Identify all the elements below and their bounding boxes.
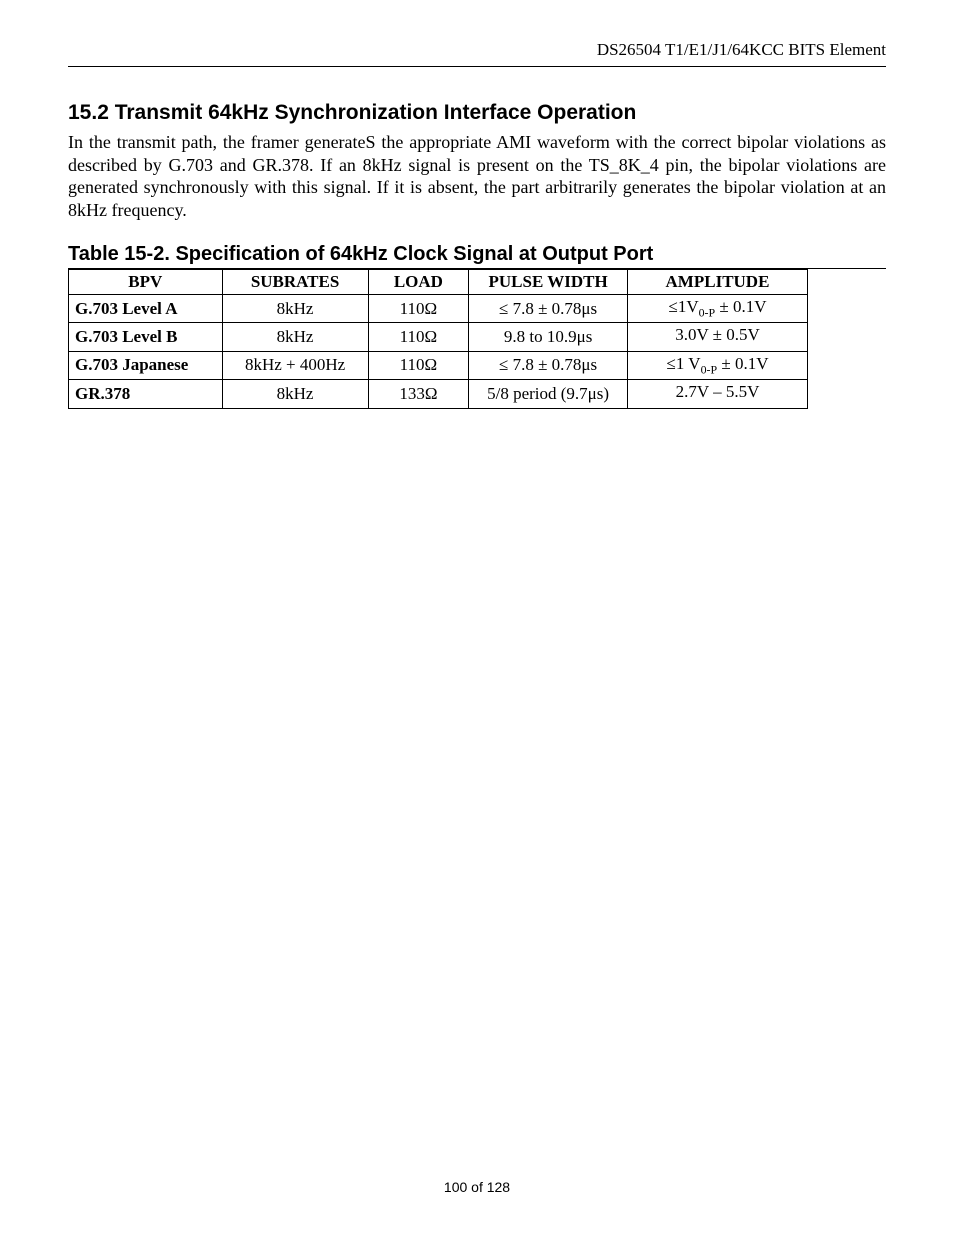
cell-bpv: G.703 Level B: [69, 323, 223, 351]
table-row: G.703 Level B 8kHz 110Ω 9.8 to 10.9μs 3.…: [69, 323, 808, 351]
cell-pulse-width: ≤ 7.8 ± 0.78μs: [469, 351, 628, 379]
cell-load: 133Ω: [368, 380, 469, 408]
col-header-load: LOAD: [368, 270, 469, 295]
section-heading: 15.2 Transmit 64kHz Synchronization Inte…: [68, 101, 886, 125]
section-body: In the transmit path, the framer generat…: [68, 131, 886, 221]
cell-pulse-width: ≤ 7.8 ± 0.78μs: [469, 295, 628, 323]
amplitude-sub: 0-P: [701, 362, 718, 376]
cell-amplitude: ≤1 V0-P ± 0.1V: [627, 351, 807, 379]
cell-load: 110Ω: [368, 323, 469, 351]
amplitude-prefix: 2.7V – 5.5V: [676, 382, 760, 401]
cell-bpv: GR.378: [69, 380, 223, 408]
running-header: DS26504 T1/E1/J1/64KCC BITS Element: [68, 40, 886, 67]
cell-load: 110Ω: [368, 295, 469, 323]
cell-pulse-width: 9.8 to 10.9μs: [469, 323, 628, 351]
page: DS26504 T1/E1/J1/64KCC BITS Element 15.2…: [0, 0, 954, 1235]
table-row: GR.378 8kHz 133Ω 5/8 period (9.7μs) 2.7V…: [69, 380, 808, 408]
col-header-amplitude: AMPLITUDE: [627, 270, 807, 295]
cell-subrates: 8kHz: [222, 295, 368, 323]
amplitude-prefix: ≤1 V: [667, 354, 701, 373]
table-row: G.703 Level A 8kHz 110Ω ≤ 7.8 ± 0.78μs ≤…: [69, 295, 808, 323]
cell-bpv: G.703 Level A: [69, 295, 223, 323]
cell-amplitude: 2.7V – 5.5V: [627, 380, 807, 408]
col-header-pulse-width: PULSE WIDTH: [469, 270, 628, 295]
amplitude-prefix: ≤1V: [668, 297, 698, 316]
cell-load: 110Ω: [368, 351, 469, 379]
cell-amplitude: ≤1V0-P ± 0.1V: [627, 295, 807, 323]
amplitude-sub: 0-P: [699, 305, 716, 319]
amplitude-suffix: ± 0.1V: [715, 297, 766, 316]
page-number: 100 of 128: [0, 1179, 954, 1195]
cell-subrates: 8kHz: [222, 380, 368, 408]
amplitude-suffix: ± 0.1V: [717, 354, 768, 373]
col-header-bpv: BPV: [69, 270, 223, 295]
table-caption: Table 15-2. Specification of 64kHz Clock…: [68, 243, 886, 269]
cell-subrates: 8kHz: [222, 323, 368, 351]
table-body: G.703 Level A 8kHz 110Ω ≤ 7.8 ± 0.78μs ≤…: [69, 295, 808, 409]
cell-bpv: G.703 Japanese: [69, 351, 223, 379]
table-header-row: BPV SUBRATES LOAD PULSE WIDTH AMPLITUDE: [69, 270, 808, 295]
cell-amplitude: 3.0V ± 0.5V: [627, 323, 807, 351]
cell-pulse-width: 5/8 period (9.7μs): [469, 380, 628, 408]
spec-table: BPV SUBRATES LOAD PULSE WIDTH AMPLITUDE …: [68, 269, 808, 409]
col-header-subrates: SUBRATES: [222, 270, 368, 295]
cell-subrates: 8kHz + 400Hz: [222, 351, 368, 379]
amplitude-prefix: 3.0V ± 0.5V: [675, 325, 760, 344]
table-row: G.703 Japanese 8kHz + 400Hz 110Ω ≤ 7.8 ±…: [69, 351, 808, 379]
